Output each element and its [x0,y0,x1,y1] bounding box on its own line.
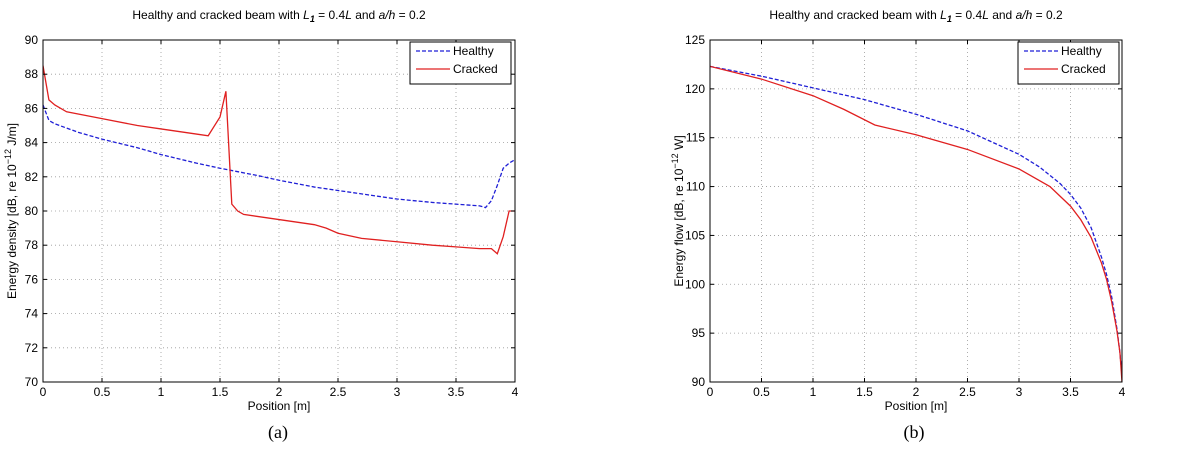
y-tick-label: 105 [685,228,705,242]
y-tick-label: 78 [25,238,39,252]
x-tick-label: 3 [394,385,401,399]
x-tick-label: 1 [810,385,817,399]
x-axis-label: Position [m] [248,399,311,413]
x-tick-label: 2 [276,385,283,399]
y-tick-label: 110 [686,180,705,194]
x-tick-label: 0.5 [94,385,111,399]
series-line-cracked [710,65,1122,382]
x-tick-label: 3 [1016,385,1023,399]
y-axis-label: Energy density [dB, re 10−12 J/m] [3,123,19,299]
legend-label-cracked: Cracked [453,62,498,76]
y-tick-label: 84 [25,136,39,150]
y-axis-label: Energy flow [dB, re 10−12 W] [670,135,686,286]
legend-label-healthy: Healthy [1061,44,1102,58]
y-tick-label: 72 [25,341,39,355]
legend-box [1017,41,1120,85]
y-tick-label: 125 [685,33,705,47]
x-tick-label: 0 [40,385,47,399]
y-tick-label: 90 [692,375,706,389]
y-tick-label: 70 [25,375,39,389]
y-tick-label: 74 [25,307,39,321]
plot-area [710,40,1122,382]
y-tick-label: 76 [25,272,39,286]
series-line-healthy [710,65,1122,378]
x-tick-label: 3.5 [1062,385,1079,399]
x-tick-label: 3.5 [448,385,465,399]
x-tick-label: 4 [512,385,519,399]
x-tick-label: 1 [158,385,165,399]
legend-label-cracked: Cracked [1061,62,1106,76]
legend-label-healthy: Healthy [453,44,494,58]
y-tick-label: 88 [25,67,39,81]
y-tick-label: 80 [25,204,39,218]
y-tick-label: 90 [25,33,39,47]
legend: Healthy Cracked [409,41,512,85]
x-tick-label: 1.5 [212,385,229,399]
series-line-healthy [43,104,515,209]
x-tick-label: 2 [913,385,920,399]
y-tick-label: 95 [692,326,706,340]
legend-box [409,41,512,85]
y-tick-label: 100 [685,277,705,291]
y-tick-label: 86 [25,101,39,115]
x-tick-label: 4 [1119,385,1126,399]
chart-title: Healthy and cracked beam with L1 = 0.4L … [132,8,426,24]
x-tick-label: 1.5 [856,385,873,399]
legend: Healthy Cracked [1017,41,1120,85]
chart-title: Healthy and cracked beam with L1 = 0.4L … [769,8,1063,24]
series-line-cracked [43,65,515,255]
chart-panel-b: 0 0.5 1 1.5 2 2.5 3 3.5 4 90 95 100 105 110 115 120 125 P… [670,8,1126,443]
x-tick-label: 0.5 [753,385,770,399]
x-tick-label: 2.5 [330,385,347,399]
y-tick-label: 115 [686,131,705,145]
figure-caption: (b) [904,422,925,443]
x-tick-label: 0 [707,385,714,399]
chart-panel-a: 0 0.5 1 1.5 2 2.5 3 3.5 4 70 72 74 76 78 80 82 84 86 88 90 P… [3,8,519,443]
x-axis-label: Position [m] [885,399,948,413]
y-tick-label: 120 [685,82,705,96]
figure-caption: (a) [268,422,288,443]
x-tick-label: 2.5 [959,385,976,399]
y-tick-label: 82 [25,170,39,184]
